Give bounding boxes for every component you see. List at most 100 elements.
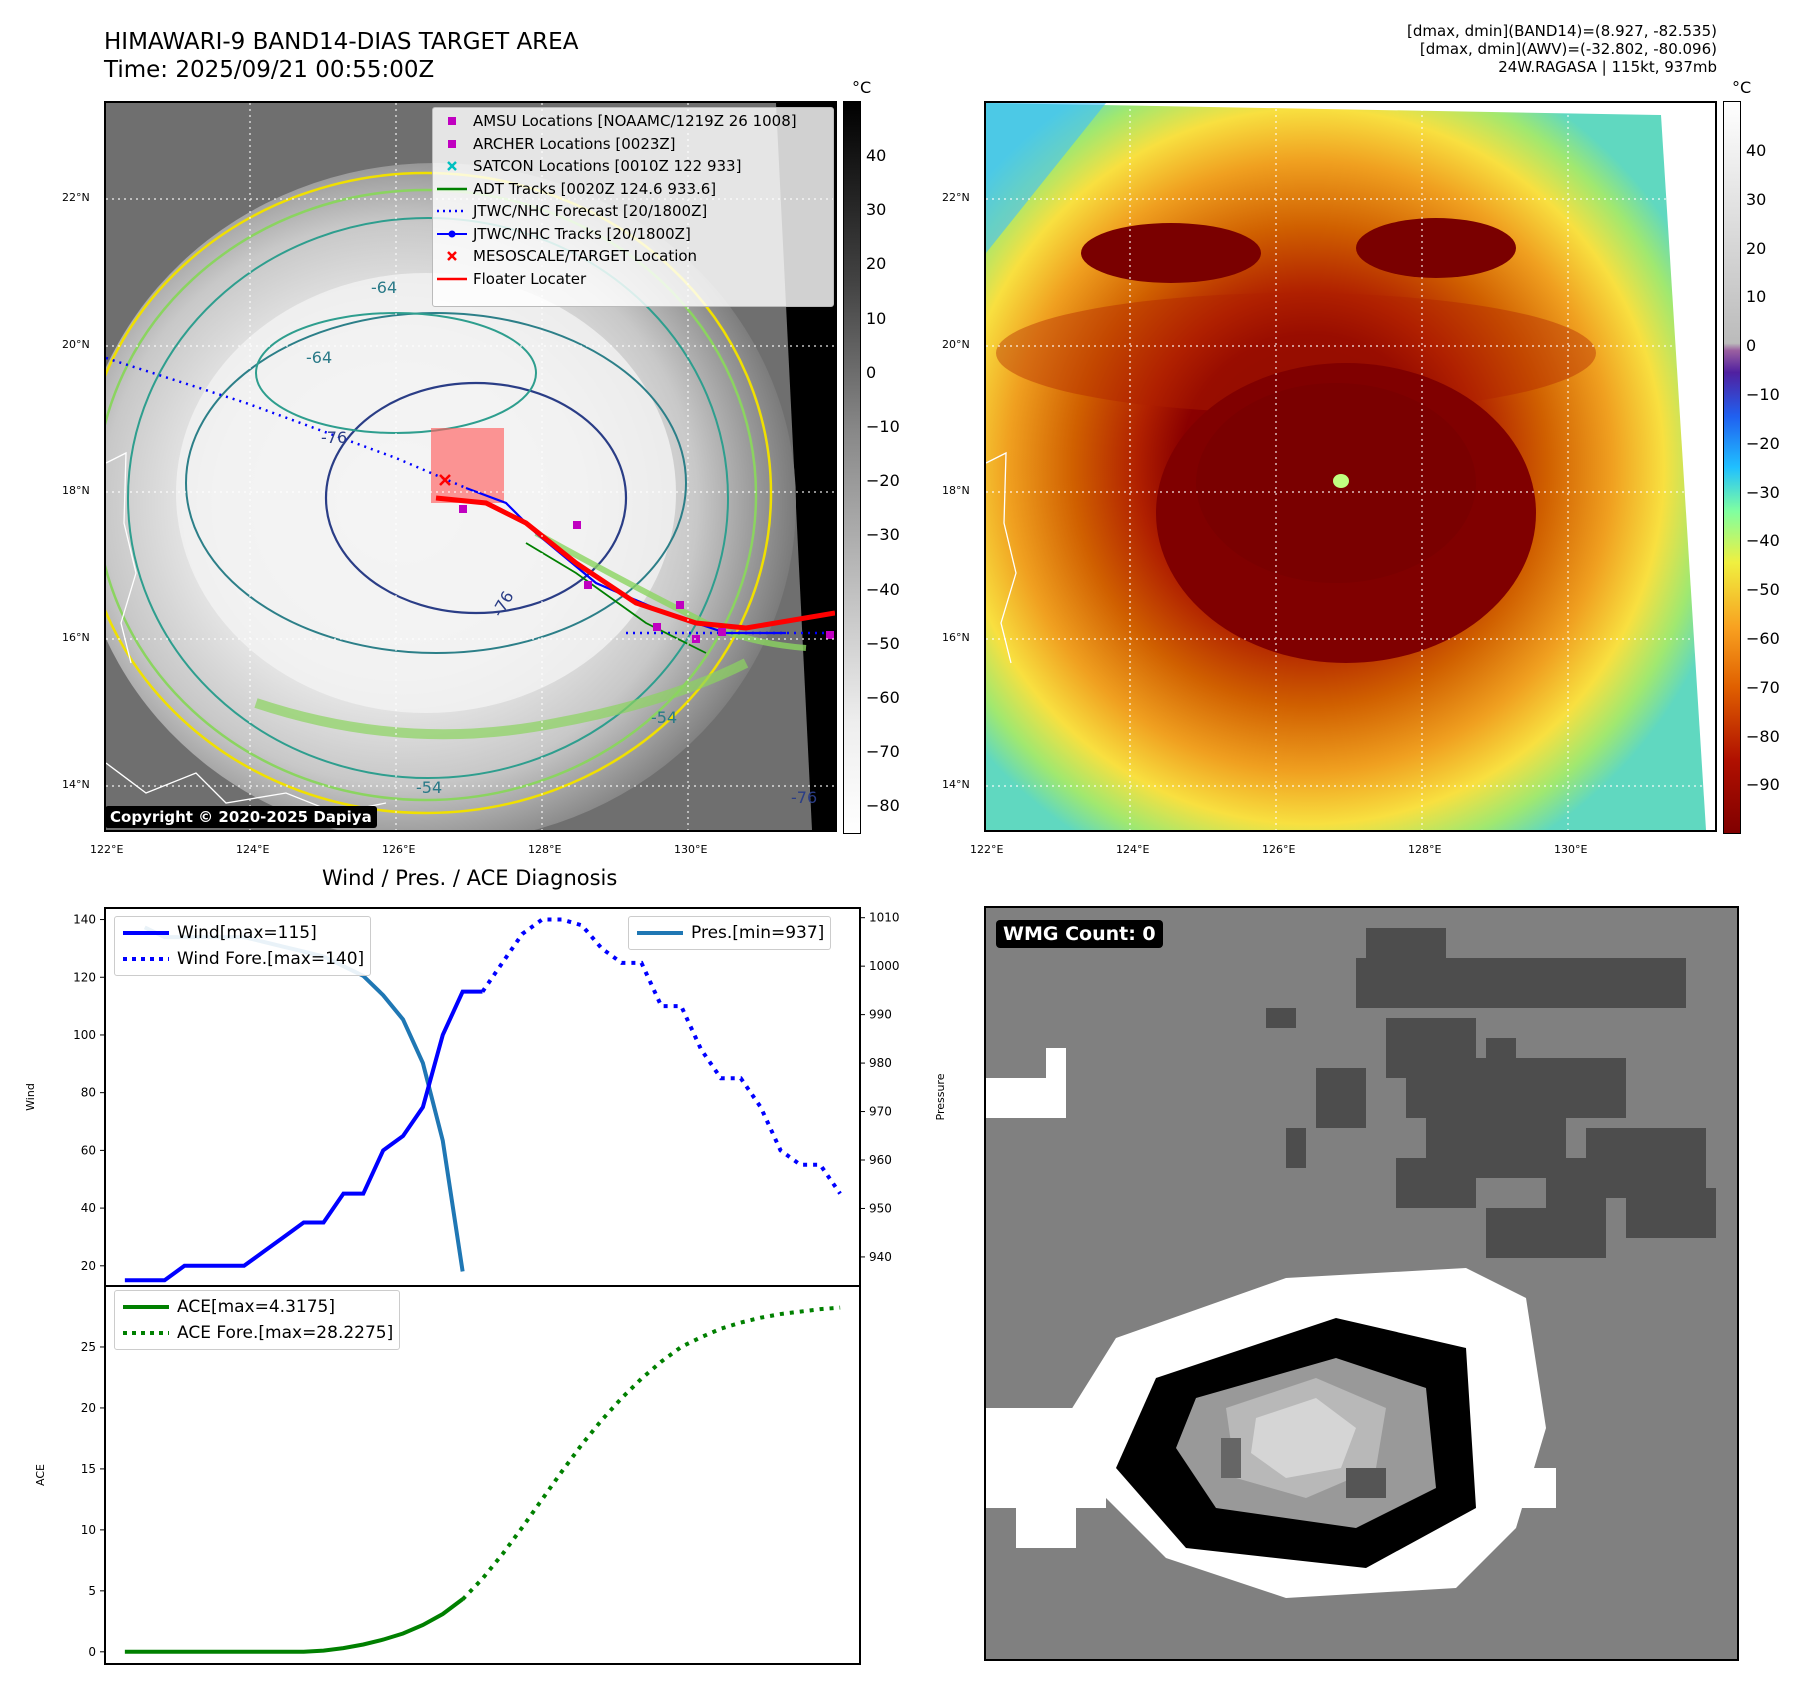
colorbar-tick-label: −40	[1746, 531, 1780, 551]
colorbar-tick-label: −70	[866, 742, 900, 762]
map-legend-label: AMSU Locations [NOAAMC/1219Z 26 1008]	[473, 112, 797, 131]
ace-tick-label: 20	[81, 1401, 96, 1415]
pressure-tick-label: 1010	[869, 911, 900, 925]
map-legend-item: MESOSCALE/TARGET Location	[437, 245, 829, 268]
colorbar-tick-label: 40	[1746, 141, 1767, 160]
map-legend-item: SATCON Locations [0010Z 122 933]	[437, 155, 829, 178]
pressure-tick-label: 950	[869, 1201, 892, 1215]
colorbar-unit: °C	[852, 78, 872, 97]
map-legend-label: ADT Tracks [0020Z 124.6 933.6]	[473, 179, 717, 198]
lat-label: 16°N	[62, 631, 90, 644]
contour-label: -64	[306, 348, 332, 367]
wind-tick-label: 120	[73, 970, 96, 984]
chart-title: Wind / Pres. / ACE Diagnosis	[322, 866, 618, 890]
ace-tick-label: 25	[81, 1340, 96, 1354]
map-legend-item: JTWC/NHC Forecast [20/1800Z]	[437, 200, 829, 223]
wind-tick-label: 20	[81, 1259, 96, 1273]
map-legend: AMSU Locations [NOAAMC/1219Z 26 1008] ARC…	[432, 107, 834, 307]
wind-tick-label: 40	[81, 1201, 96, 1215]
ace-line	[124, 1597, 464, 1654]
pressure-tick-label: 990	[869, 1008, 892, 1022]
ace-tick-label: 0	[88, 1645, 96, 1659]
lon-label: 126°E	[1262, 843, 1296, 856]
wind-legend: Wind[max=115] Wind Fore.[max=140]	[114, 916, 372, 976]
awv-map-svg	[986, 103, 1715, 830]
pressure-tick-label: 940	[869, 1250, 892, 1264]
wmg-count-badge: WMG Count: 0	[996, 920, 1163, 948]
lat-label: 20°N	[942, 338, 970, 351]
ace-forecast-line	[461, 1305, 841, 1601]
colorbar-tick-label: −70	[1746, 677, 1780, 697]
ace-fore-legend-label: ACE Fore.[max=28.2275]	[177, 1323, 394, 1343]
pressure-tick-label: 1000	[869, 959, 900, 973]
lat-label: 20°N	[62, 338, 90, 351]
stats-band14: [dmax, dmin](BAND14)=(8.927, -82.535)	[1406, 22, 1717, 40]
lat-label: 14°N	[942, 778, 970, 791]
ace-legend: ACE[max=4.3175] ACE Fore.[max=28.2275]	[114, 1290, 401, 1350]
colorbar-tick-label: −20	[1746, 433, 1780, 453]
map-legend-item: Floater Locater	[437, 268, 829, 291]
wind-tick-label: 80	[81, 1086, 96, 1100]
colorbar-tick-label: −10	[866, 417, 900, 436]
wind-tick-label: 140	[73, 913, 96, 927]
legend-symbol-icon	[437, 160, 467, 172]
map-legend-item: JTWC/NHC Tracks [20/1800Z]	[437, 223, 829, 246]
contour-label: -54	[651, 708, 677, 727]
figure-title: HIMAWARI-9 BAND14-DIAS TARGET AREA	[104, 29, 579, 55]
ace-tick-label: 10	[81, 1523, 96, 1537]
pressure-tick-label: 960	[869, 1153, 892, 1167]
legend-symbol-icon	[437, 138, 467, 150]
stats-awv: [dmax, dmin](AWV)=(-32.802, -80.096)	[1419, 40, 1717, 58]
contour-label: -76	[791, 788, 817, 807]
map-legend-item: ADT Tracks [0020Z 124.6 933.6]	[437, 178, 829, 201]
lat-label: 18°N	[62, 484, 90, 497]
lon-label: 124°E	[1116, 843, 1150, 856]
contour-label: -64	[371, 278, 397, 297]
contour-label: -54	[416, 778, 442, 797]
ir-map-panel: -64 -64 -76 -76 -54 -54 -76 AMSU Locatio…	[104, 101, 837, 832]
lat-label: 22°N	[62, 191, 90, 204]
wind-legend-label: Wind[max=115]	[177, 923, 317, 943]
lon-label: 126°E	[382, 843, 416, 856]
colorbar-tick-label: 30	[866, 200, 887, 220]
lat-label: 16°N	[942, 631, 970, 644]
copyright-label: Copyright © 2020-2025 Dapiya	[106, 806, 377, 828]
wind-forecast-line	[480, 917, 842, 1195]
ace-legend-label: ACE[max=4.3175]	[177, 1297, 335, 1317]
lon-label: 130°E	[674, 843, 708, 856]
wind-tick-label: 100	[73, 1028, 96, 1042]
colorbar-tick-label: −30	[1746, 482, 1780, 502]
wind-tick-label: 60	[81, 1143, 96, 1157]
pressure-tick-label: 980	[869, 1056, 892, 1070]
colorbar-unit: °C	[1732, 78, 1752, 97]
pressure-line	[143, 925, 465, 1272]
pressure-tick-label: 970	[869, 1105, 892, 1119]
lat-label: 14°N	[62, 778, 90, 791]
legend-symbol-icon	[437, 250, 467, 262]
ace-tick-label: 5	[88, 1584, 96, 1598]
floater-locater-line	[435, 495, 835, 631]
colorbar-tick-label: 10	[1746, 287, 1767, 307]
colorbar-tick-label: −40	[866, 579, 900, 599]
wmg-panel: WMG Count: 0	[984, 906, 1739, 1661]
colorbar-tick-label: 0	[866, 362, 877, 382]
legend-symbol-icon	[437, 115, 467, 127]
legend-symbol-icon	[437, 273, 467, 285]
colorbar-tick-label: 0	[1746, 336, 1757, 356]
colorbar-tick-label: −10	[1746, 385, 1780, 404]
legend-symbol-icon	[437, 183, 467, 195]
color-colorbar	[1723, 101, 1741, 834]
diagnosis-chart: 1401201008060402010101000990980970960950…	[24, 907, 947, 1665]
colorbar-tick-label: −90	[1746, 775, 1780, 795]
pres-legend: Pres.[min=937]	[628, 916, 832, 950]
stats-storm: 24W.RAGASA | 115kt, 937mb	[1498, 58, 1717, 76]
colorbar-tick-label: −30	[866, 525, 900, 545]
colorbar-tick-label: −80	[1746, 726, 1780, 746]
awv-map-panel	[984, 101, 1717, 832]
contour-label: -76	[321, 428, 347, 447]
map-legend-label: JTWC/NHC Tracks [20/1800Z]	[473, 224, 691, 243]
lat-label: 22°N	[942, 191, 970, 204]
map-legend-label: ARCHER Locations [0023Z]	[473, 134, 676, 153]
ace-axes-frame	[104, 1285, 861, 1665]
map-legend-label: MESOSCALE/TARGET Location	[473, 247, 698, 266]
